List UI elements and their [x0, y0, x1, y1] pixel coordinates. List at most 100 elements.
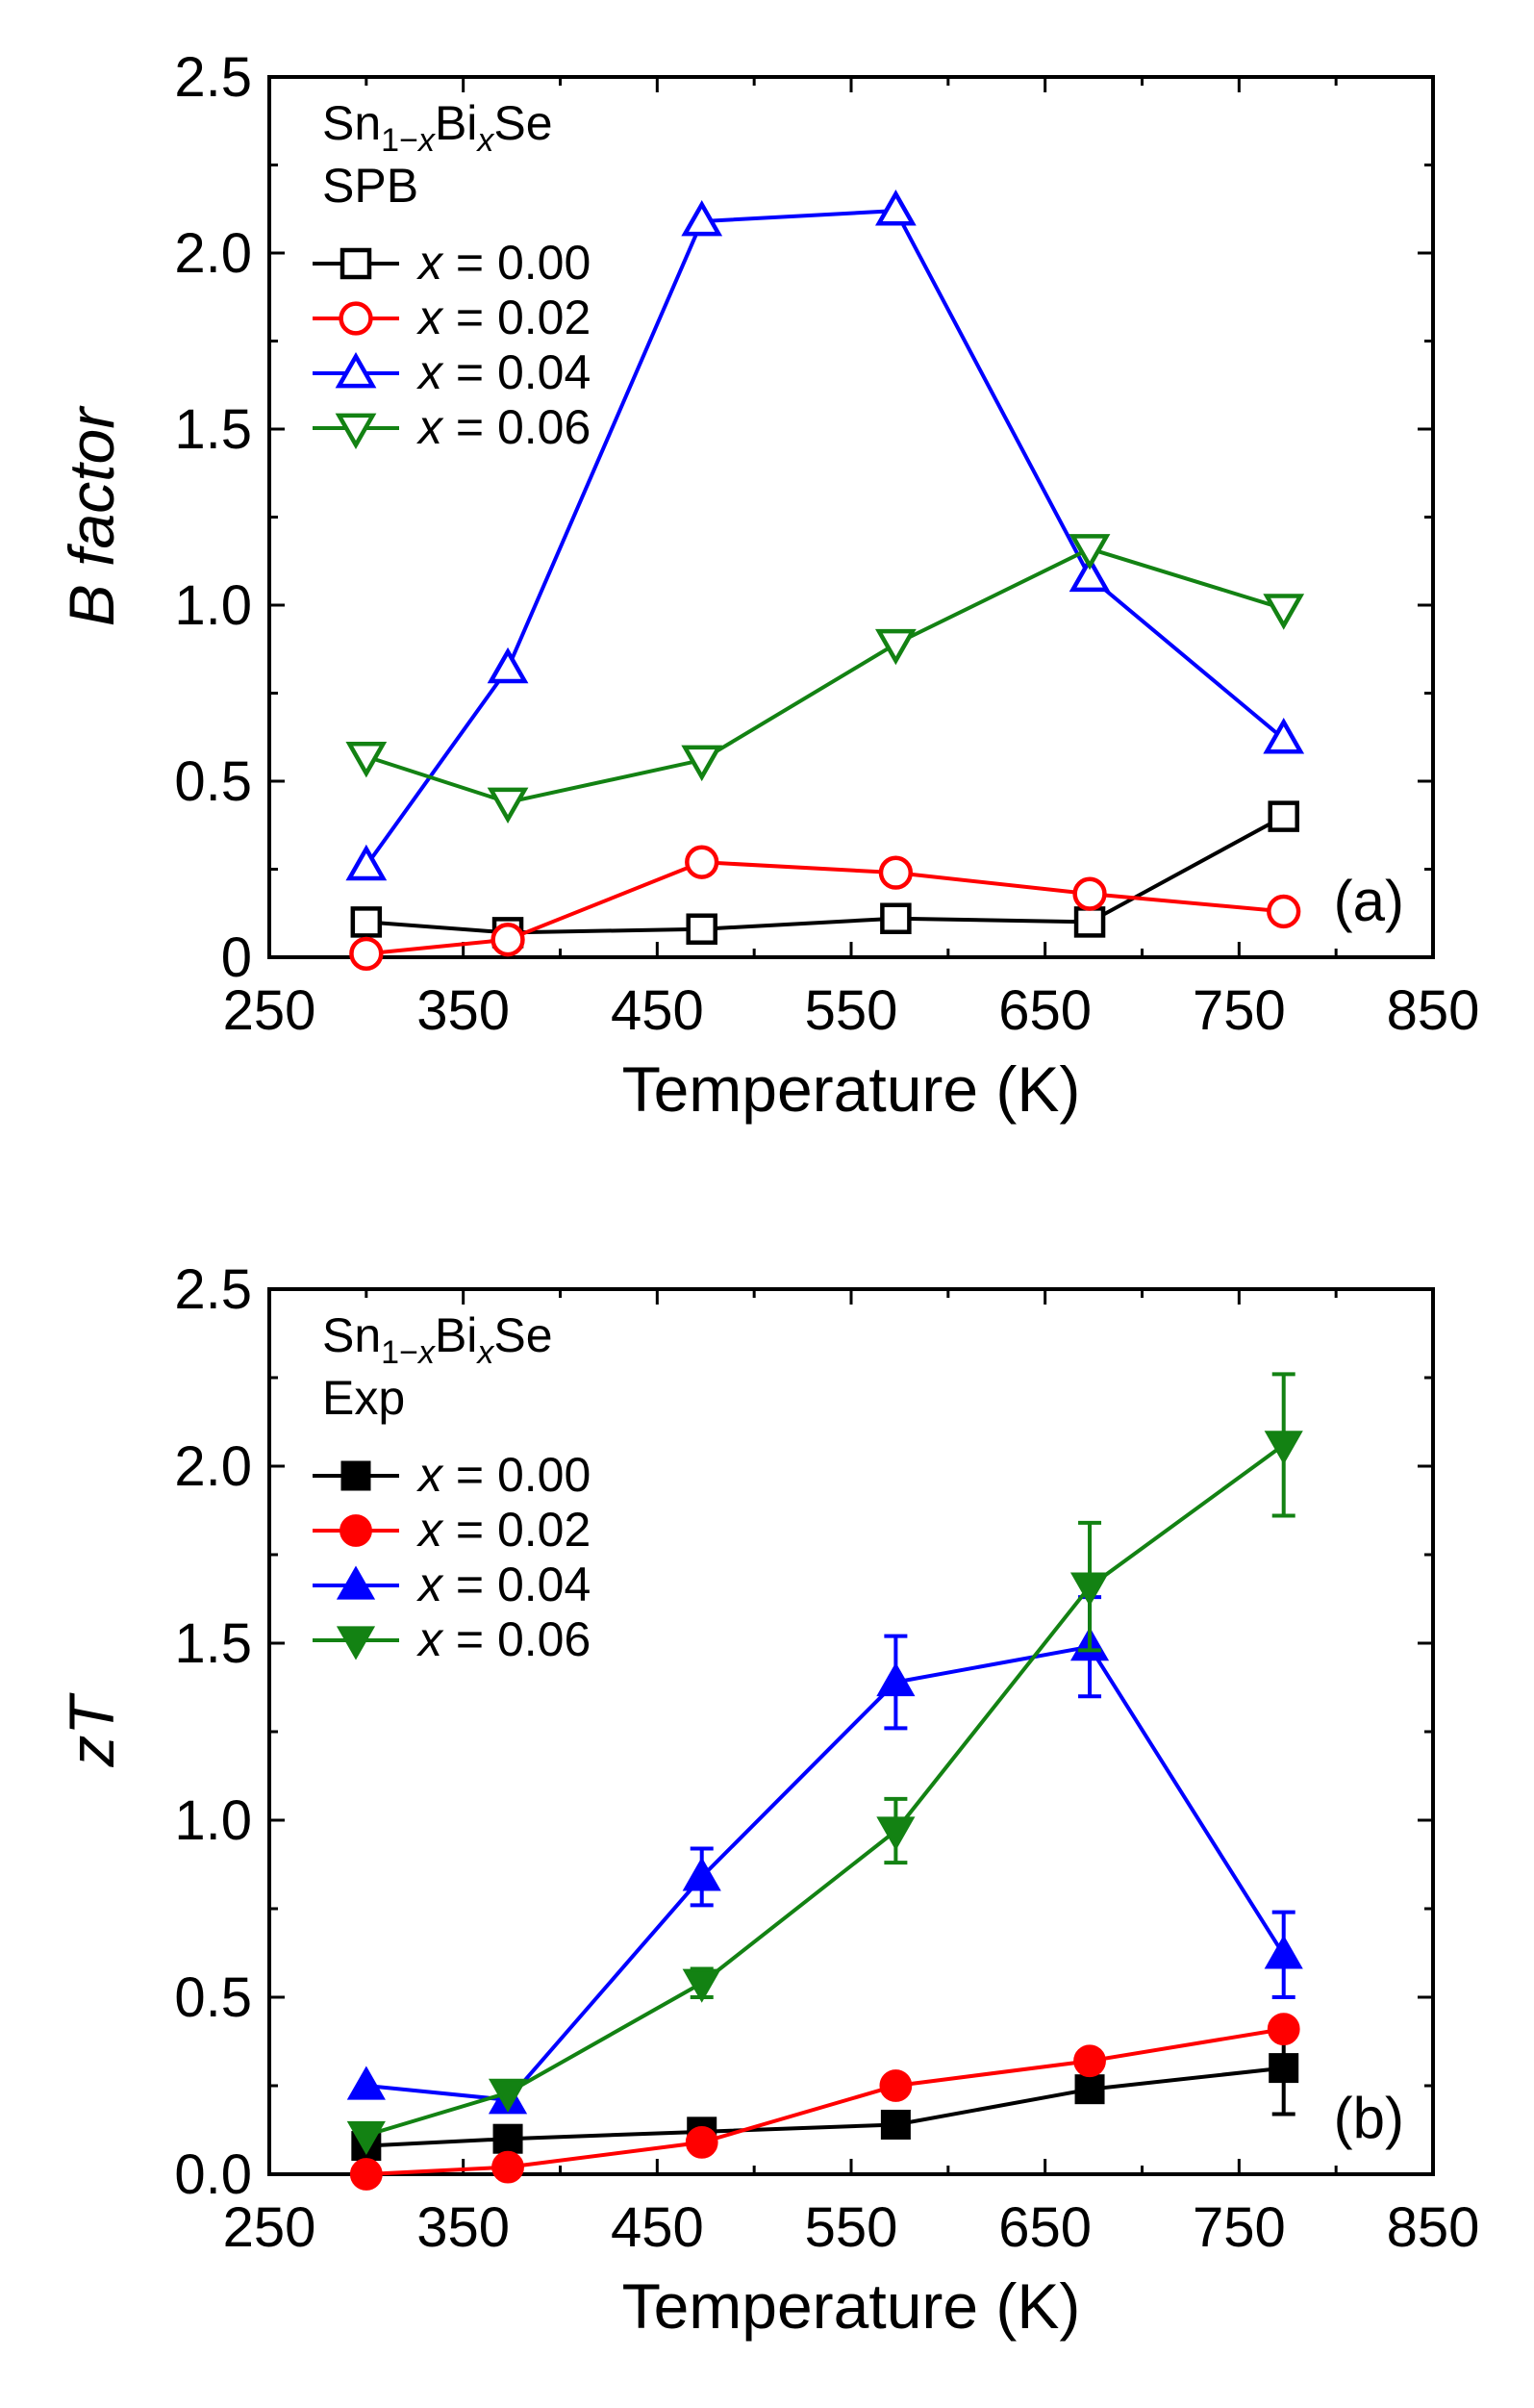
legend-entry: x = 0.02 — [313, 291, 591, 344]
text-span: x — [416, 345, 444, 399]
text-span: x — [416, 1503, 444, 1557]
data-point — [1267, 2013, 1300, 2046]
data-point — [1069, 534, 1111, 570]
data-point — [880, 2109, 911, 2140]
data-point — [685, 2125, 718, 2159]
legend-entry: x = 0.00 — [313, 1448, 591, 1502]
text-span: factor — [56, 405, 127, 584]
panel-label: (b) — [1334, 2086, 1404, 2150]
text-span: x — [475, 1334, 494, 1371]
legend-entry: x = 0.04 — [313, 345, 591, 399]
data-point — [349, 2158, 383, 2191]
series-line — [365, 2066, 1284, 2148]
x-tick-label: 450 — [611, 2196, 704, 2259]
data-point — [490, 923, 525, 957]
x-axis-title: Temperature (K) — [622, 1053, 1081, 1125]
legend-marker — [335, 413, 377, 450]
legend-label: x = 0.00 — [416, 236, 591, 290]
text-span: x — [475, 122, 494, 159]
x-tick-label: 750 — [1193, 2196, 1286, 2259]
series-x-0-02 — [349, 2013, 1300, 2191]
x-tick-label: 550 — [805, 979, 898, 1042]
series-x-0-06 — [345, 534, 1305, 824]
x-tick-label: 350 — [416, 979, 510, 1042]
y-tick-label: 0.0 — [174, 2143, 252, 2206]
x-tick-label: 250 — [223, 2196, 316, 2259]
legend-subtitle: SPB — [322, 159, 418, 213]
series-x-0-00 — [350, 800, 1299, 949]
y-tick-label: 1.5 — [174, 398, 252, 461]
data-point — [1264, 1431, 1303, 1465]
x-tick-label: 850 — [1387, 2196, 1480, 2259]
text-span: = 0.00 — [442, 1448, 591, 1502]
legend-label: x = 0.04 — [416, 1558, 591, 1611]
text-span: x — [416, 400, 444, 454]
x-tick-label: 550 — [805, 2196, 898, 2259]
x-tick-label: 650 — [998, 979, 1092, 1042]
series-line — [365, 2027, 1285, 2176]
text-span: = 0.06 — [442, 1612, 591, 1666]
text-span: 1− — [381, 1334, 418, 1371]
data-point — [1269, 2053, 1299, 2084]
text-span: Bi — [435, 96, 477, 150]
legend-title: Sn1−xBixSe — [322, 1308, 553, 1371]
text-span: x — [416, 1448, 444, 1502]
legend-marker — [339, 1514, 372, 1547]
data-point — [487, 787, 529, 824]
data-point — [1069, 555, 1111, 593]
text-span: = 0.04 — [442, 1558, 591, 1611]
chart-panel-b: 250 350 450 550 650 750 850 0.0 0.5 1.0 1.5 2.0 2.5 T… — [56, 1258, 1479, 2342]
series-x-0-00 — [351, 2019, 1299, 2162]
data-point — [345, 844, 388, 881]
series-x-0-04 — [345, 190, 1305, 881]
x-tick-label: 750 — [1193, 979, 1286, 1042]
legend-marker — [340, 1460, 371, 1491]
x-tick-label: 650 — [998, 2196, 1092, 2259]
data-point — [880, 902, 912, 934]
x-tick-label: 450 — [611, 979, 704, 1042]
text-span: Sn — [322, 96, 381, 150]
text-span: x — [416, 122, 436, 159]
y-tick-label: 1.5 — [174, 1612, 252, 1675]
x-tick-label: 350 — [416, 2196, 510, 2259]
data-point — [487, 646, 529, 684]
legend-marker — [336, 1626, 376, 1660]
data-point — [1263, 594, 1305, 630]
data-point — [1069, 1572, 1110, 1607]
data-point — [349, 936, 384, 971]
series-line — [365, 1644, 1286, 2102]
data-point — [1072, 876, 1107, 911]
legend-label: x = 0.04 — [416, 345, 591, 399]
y-tick-label: 1.0 — [174, 1789, 252, 1852]
x-tick-label: 250 — [223, 979, 316, 1042]
data-point — [1073, 2044, 1106, 2078]
text-span: zT — [56, 1692, 127, 1768]
text-span: x — [416, 1558, 444, 1611]
series-line — [365, 860, 1284, 956]
legend-label: x = 0.06 — [416, 1612, 591, 1666]
text-span: Sn — [322, 1308, 381, 1362]
legend-label: x = 0.06 — [416, 400, 591, 454]
text-span: Se — [493, 1308, 552, 1362]
legend-label: x = 0.02 — [416, 1503, 591, 1557]
legend-marker — [336, 1565, 376, 1600]
legend-label: x = 0.00 — [416, 1448, 591, 1502]
y-tick-label: 0 — [221, 926, 252, 989]
text-span: = 0.06 — [442, 400, 591, 454]
data-point — [345, 742, 388, 778]
series-x-0-06 — [346, 1372, 1303, 2156]
data-point — [1074, 2074, 1105, 2105]
data-point — [1267, 894, 1301, 929]
data-point — [878, 855, 914, 890]
legend-marker — [339, 247, 372, 280]
text-span: = 0.02 — [442, 1503, 591, 1557]
y-tick-label: 1.0 — [174, 574, 252, 637]
y-tick-label: 2.0 — [174, 222, 252, 285]
y-axis-title: zT — [56, 1692, 127, 1768]
data-point — [1268, 800, 1299, 832]
y-tick-label: 2.5 — [174, 46, 252, 109]
y-axis-title: B factor — [56, 405, 127, 626]
text-span: x — [416, 291, 444, 344]
text-span: Bi — [435, 1308, 477, 1362]
